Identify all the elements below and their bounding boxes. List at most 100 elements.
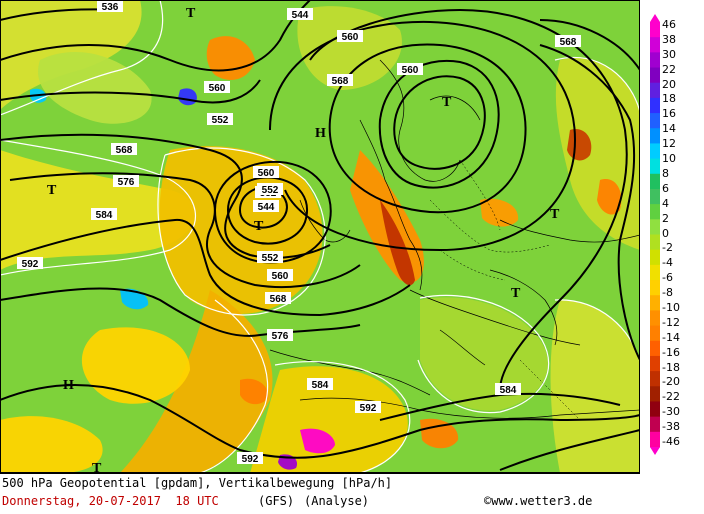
isoline-label: 560 [253, 166, 279, 179]
scale-band [650, 416, 660, 433]
svg-text:560: 560 [209, 83, 226, 94]
scale-tick-label: 12 [662, 137, 676, 151]
low-symbol: T [47, 183, 57, 198]
svg-text:584: 584 [96, 210, 113, 221]
scale-tick-label: -46 [662, 435, 680, 448]
map-description: 500 hPa Geopotential [gpdam], Vertikalbe… [2, 476, 393, 490]
high-symbol: H [63, 378, 74, 393]
svg-text:568: 568 [332, 76, 349, 87]
svg-text:568: 568 [270, 294, 287, 305]
isoline-label: 560 [267, 269, 293, 282]
scale-tick-label: -4 [662, 256, 673, 270]
isoline-label: 544 [287, 8, 313, 21]
low-symbol: T [254, 219, 264, 234]
model-name: (GFS) [258, 494, 295, 508]
scale-band [650, 234, 660, 251]
svg-text:592: 592 [22, 259, 39, 270]
isoline-label: 560 [337, 30, 363, 43]
scale-band [650, 295, 660, 311]
scale-tick-label: 16 [662, 107, 676, 121]
svg-text:568: 568 [116, 145, 133, 156]
svg-text:552: 552 [212, 115, 229, 126]
scale-tick-label: -38 [662, 420, 680, 434]
isoline-label: 536 [97, 0, 123, 13]
isoline-label: 544 [253, 200, 279, 213]
isoline-label: 576 [113, 175, 139, 188]
scale-tick-label: -20 [662, 375, 680, 389]
isoline-label: 568 [111, 143, 137, 156]
scale-tick-label: 8 [662, 166, 669, 180]
footer: 500 hPa Geopotential [gpdam], Vertikalbe… [0, 473, 640, 514]
scale-band [650, 67, 660, 84]
scale-tick-label: -12 [662, 315, 680, 329]
low-symbol: T [511, 286, 521, 301]
scale-tick-label: -18 [662, 360, 680, 374]
isoline-label: 552 [207, 113, 233, 126]
svg-text:552: 552 [262, 185, 279, 196]
svg-text:560: 560 [272, 271, 289, 282]
isoline-label: 592 [355, 401, 381, 414]
svg-text:560: 560 [342, 32, 359, 43]
scale-tick-label: -22 [662, 390, 680, 404]
low-symbol: T [442, 95, 452, 110]
isoline-label: 584 [91, 208, 117, 221]
color-scale-bar [650, 14, 660, 455]
svg-text:560: 560 [402, 65, 419, 76]
scale-band [650, 173, 660, 190]
valid-date: Donnerstag, 20-07-2017 18 UTC [2, 494, 219, 508]
scale-tick-label: 22 [662, 62, 676, 76]
scale-tick-label: 2 [662, 211, 669, 225]
isoline-label: 592 [17, 257, 43, 270]
color-scale-legend: 46 38 30 22 20 18 16 14 12 10 8 6 4 2 0 -2 -4 -6 -8 -10 -12-… [640, 0, 704, 473]
isoline-label: 560 [204, 81, 230, 94]
scale-tick-label: 18 [662, 92, 676, 106]
svg-text:592: 592 [242, 454, 259, 465]
isoline-label: 552 [257, 183, 283, 196]
isoline-labels: 536 544 552 560 568 576 584 592 552 544 … [17, 0, 581, 465]
scale-band [650, 52, 660, 69]
scale-tick-label: -2 [662, 241, 673, 255]
isoline-label: 584 [495, 383, 521, 396]
scale-tick-label: -16 [662, 345, 680, 359]
scale-tick-label: 4 [662, 196, 669, 210]
scale-tick-label: 14 [662, 122, 676, 136]
scale-tick-label: -8 [662, 286, 673, 300]
scale-band [650, 143, 660, 160]
scale-band [650, 280, 660, 296]
svg-text:576: 576 [118, 177, 135, 188]
scale-band [650, 249, 660, 266]
isoline-label: 576 [267, 329, 293, 342]
svg-text:544: 544 [292, 10, 309, 21]
run-type: (Analyse) [304, 494, 370, 508]
svg-text:592: 592 [360, 403, 377, 414]
scale-band [650, 204, 660, 220]
scale-tick-label: 46 [662, 18, 676, 31]
scale-tick-label: 6 [662, 181, 669, 195]
svg-text:576: 576 [272, 331, 289, 342]
scale-tick-label: -30 [662, 405, 680, 419]
svg-text:584: 584 [500, 385, 517, 396]
isoline-label: 568 [327, 74, 353, 87]
low-symbol: T [186, 6, 196, 21]
scale-tick-label: -10 [662, 300, 680, 314]
isoline-label: 568 [265, 292, 291, 305]
isoline-label: 560 [397, 63, 423, 76]
scale-band [650, 22, 660, 38]
svg-text:568: 568 [560, 37, 577, 48]
scale-tick-label: 38 [662, 32, 676, 46]
low-symbol: T [92, 461, 102, 473]
scale-band [650, 371, 660, 387]
scale-band [650, 386, 660, 402]
weather-map: 536 544 552 560 568 576 584 592 552 544 … [0, 0, 640, 473]
svg-text:560: 560 [258, 168, 275, 179]
scale-band [650, 158, 660, 175]
svg-text:584: 584 [312, 380, 329, 391]
scale-tick-label: -14 [662, 330, 680, 344]
scale-tick-label: 10 [662, 152, 676, 166]
scale-tick-label: 0 [662, 226, 669, 240]
low-symbol: T [550, 207, 560, 222]
source-credit: ©www.wetter3.de [484, 494, 593, 508]
scale-band [650, 264, 660, 281]
scale-band [650, 340, 660, 357]
high-symbol: H [315, 126, 326, 141]
